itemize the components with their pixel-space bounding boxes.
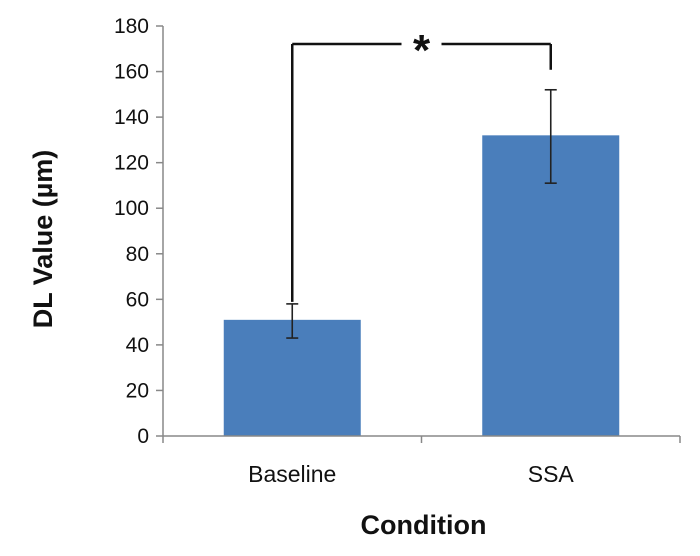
y-tick-label: 120 xyxy=(114,152,149,175)
y-axis-title: DL Value (µm) xyxy=(28,150,58,329)
y-tick-label: 100 xyxy=(114,197,149,220)
bar-ssa xyxy=(482,135,620,437)
y-tick-label: 0 xyxy=(137,425,149,448)
x-axis-tick-labels: Baseline SSA xyxy=(162,436,681,487)
y-tick-label: 40 xyxy=(126,334,149,357)
y-tick-label: 20 xyxy=(126,379,149,402)
bar-baseline xyxy=(223,319,361,436)
y-tick-label: 140 xyxy=(114,106,149,129)
significance-bracket: * xyxy=(291,26,552,302)
y-axis-ticks: 0 20 40 60 80 100 120 140 160 180 xyxy=(114,15,163,448)
y-tick-label: 180 xyxy=(114,15,149,38)
bars xyxy=(223,135,620,437)
x-tick-label: Baseline xyxy=(248,461,336,487)
error-bars xyxy=(286,88,557,339)
significance-star: * xyxy=(413,26,431,75)
x-tick-label: SSA xyxy=(528,461,575,487)
y-tick-label: 60 xyxy=(126,288,149,311)
x-axis-title: Condition xyxy=(361,510,487,540)
y-tick-label: 80 xyxy=(126,243,149,266)
y-tick-label: 160 xyxy=(114,61,149,84)
